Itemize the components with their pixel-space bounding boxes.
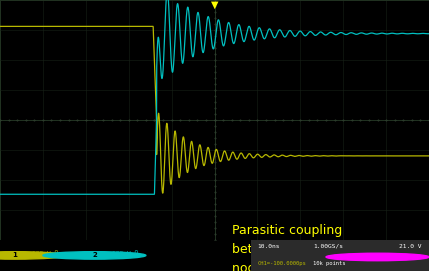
Text: 600mV Ω: 600mV Ω	[32, 251, 58, 256]
Text: ▼: ▼	[211, 0, 218, 10]
Circle shape	[43, 252, 146, 259]
Text: Parasitic coupling
between switch
node and both
FETs: Parasitic coupling between switch node a…	[232, 224, 342, 271]
Text: 600mV Ω: 600mV Ω	[112, 251, 138, 256]
Text: 21.0 V: 21.0 V	[399, 244, 421, 249]
Circle shape	[0, 252, 66, 259]
Text: 10.0ns: 10.0ns	[257, 244, 280, 249]
Circle shape	[326, 253, 429, 261]
FancyBboxPatch shape	[251, 240, 429, 271]
Text: 1.00GS/s: 1.00GS/s	[313, 244, 343, 249]
Text: 2: 2	[92, 252, 97, 259]
Text: CH1=-100.0000ps: CH1=-100.0000ps	[257, 261, 306, 266]
Text: 10k points: 10k points	[313, 261, 346, 266]
Text: 1: 1	[12, 252, 18, 259]
